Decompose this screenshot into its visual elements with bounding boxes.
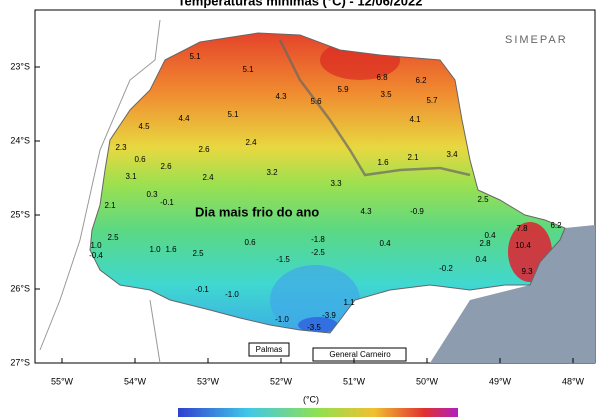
station-value: 4.3 xyxy=(360,207,372,216)
lon-label: 55°W xyxy=(51,376,74,386)
station-value: 9.3 xyxy=(521,267,533,276)
callout-box xyxy=(248,342,290,357)
station-value: 3.2 xyxy=(266,168,278,177)
border xyxy=(39,19,161,351)
station-value: 7.8 xyxy=(516,224,528,233)
station-value: 6.2 xyxy=(550,221,562,230)
station-value: 4.4 xyxy=(178,114,190,123)
sea xyxy=(430,225,595,363)
station-value: 3.1 xyxy=(125,172,137,181)
lat-label: 23°S xyxy=(10,61,30,71)
station-value: 2.4 xyxy=(202,173,214,182)
colorbar-label: (°C) xyxy=(303,394,319,404)
lat-label: 27°S xyxy=(10,357,30,367)
lon-label: 53°W xyxy=(197,376,220,386)
callout: General Carneiro xyxy=(329,350,391,359)
station-value: 2.1 xyxy=(104,201,116,210)
lon-label: 48°W xyxy=(562,376,585,386)
station-value: 2.5 xyxy=(192,249,204,258)
station-value: 0.6 xyxy=(134,155,146,164)
station-value: -0.2 xyxy=(439,264,453,273)
station-value: 3.4 xyxy=(446,150,458,159)
lon-label: 49°W xyxy=(489,376,512,386)
station-value: 5.1 xyxy=(242,65,254,74)
station-value: -1.8 xyxy=(311,235,325,244)
station-value: 2.6 xyxy=(198,145,210,154)
title: Temperaturas mínimas (°C) - 12/06/2022 xyxy=(178,0,423,8)
station-value: -3.5 xyxy=(307,323,321,332)
border xyxy=(149,299,161,364)
station-value: 2.5 xyxy=(107,233,119,242)
station-value: -3.9 xyxy=(322,311,336,320)
station-value: 3.5 xyxy=(380,90,392,99)
station-value: 4.3 xyxy=(275,92,287,101)
lat-label: 26°S xyxy=(10,283,30,293)
station-value: 2.1 xyxy=(407,153,419,162)
state-border xyxy=(89,32,566,334)
station-value: 5.9 xyxy=(337,85,349,94)
station-value: 1.6 xyxy=(377,158,389,167)
station-value: 3.3 xyxy=(330,179,342,188)
lon-label: 52°W xyxy=(270,376,293,386)
tropic-line xyxy=(278,39,471,177)
station-value: 1.1 xyxy=(343,298,355,307)
station-value: -1.5 xyxy=(276,255,290,264)
station-value: -1.0 xyxy=(275,315,289,324)
station-value: 2.8 xyxy=(479,239,491,248)
lat-label: 25°S xyxy=(10,209,30,219)
station-value: 6.8 xyxy=(376,73,388,82)
lat-label: 24°S xyxy=(10,135,30,145)
station-value: -0.9 xyxy=(410,207,424,216)
station-value: 5.1 xyxy=(227,110,239,119)
station-value: 2.6 xyxy=(160,162,172,171)
station-value: 0.4 xyxy=(475,255,487,264)
station-value: 4.1 xyxy=(409,115,421,124)
station-value: 2.3 xyxy=(115,143,127,152)
station-value: 5.1 xyxy=(189,52,201,61)
logo: SIMEPAR xyxy=(505,34,568,46)
station-value: 10.4 xyxy=(515,241,531,250)
station-value: 5.7 xyxy=(426,96,438,105)
station-value: 0.4 xyxy=(484,231,496,240)
lon-label: 51°W xyxy=(343,376,366,386)
callout-box xyxy=(312,347,407,362)
station-value: -0.1 xyxy=(195,285,209,294)
station-value: -0.1 xyxy=(160,198,174,207)
lon-label: 50°W xyxy=(416,376,439,386)
station-value: 2.5 xyxy=(477,195,489,204)
station-value: 5.6 xyxy=(310,97,322,106)
station-value: 1.0 xyxy=(149,245,161,254)
station-value: -1.0 xyxy=(225,290,239,299)
annotation: Dia mais frio do ano xyxy=(195,204,319,219)
station-value: 4.5 xyxy=(138,122,150,131)
station-value: -0.4 xyxy=(89,251,103,260)
station-value: 1.0 xyxy=(90,241,102,250)
station-value: 0.6 xyxy=(244,238,256,247)
callout: Palmas xyxy=(256,345,283,354)
station-value: 2.4 xyxy=(245,138,257,147)
station-value: 0.4 xyxy=(379,239,391,248)
lon-label: 54°W xyxy=(124,376,147,386)
station-value: 6.2 xyxy=(415,76,427,85)
colorbar xyxy=(178,408,458,417)
station-value: -2.5 xyxy=(311,248,325,257)
station-value: 1.6 xyxy=(165,245,177,254)
station-value: 0.3 xyxy=(146,190,158,199)
